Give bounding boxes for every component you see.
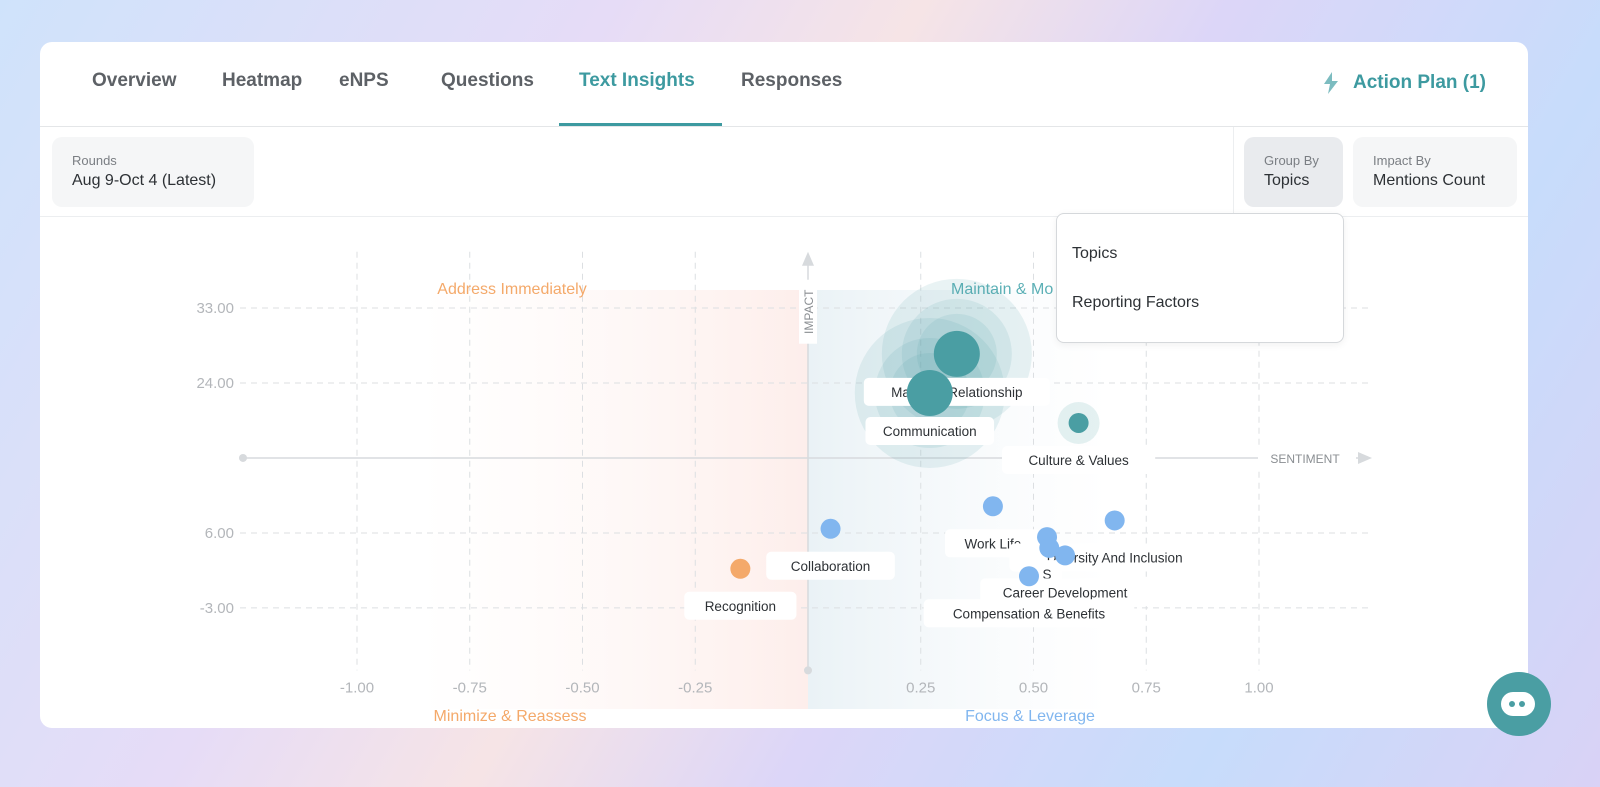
x-tick-label: 1.00	[1244, 679, 1273, 696]
data-point	[1068, 412, 1089, 433]
y-tick-label: 33.00	[196, 300, 234, 317]
tab-heatmap[interactable]: Heatmap	[222, 70, 303, 91]
impact-by-value: Mentions Count	[1373, 172, 1486, 189]
data-point	[906, 369, 953, 416]
negative-region	[420, 290, 808, 709]
point-label-bg	[684, 591, 797, 620]
y-axis-end	[804, 666, 812, 675]
data-point	[820, 518, 841, 539]
point-label: Diversity And Inclusion	[1047, 550, 1183, 565]
point-label: S	[1043, 567, 1052, 582]
point-label: Culture & Values	[1028, 453, 1129, 468]
action-plan-label: Action Plan (1)	[1352, 72, 1486, 93]
impact-by-label: Impact By	[1373, 153, 1431, 168]
chat-button[interactable]	[1487, 672, 1551, 736]
data-point	[1039, 537, 1060, 558]
data-point	[933, 330, 980, 377]
x-axis-label: SENTIMENT	[1270, 452, 1340, 466]
x-tick-label: -0.75	[453, 679, 487, 696]
data-point	[730, 558, 751, 579]
data-point	[1104, 510, 1125, 531]
x-tick-label: 0.25	[906, 679, 935, 696]
quadrant-minimize-reassess: Minimize & Reassess	[434, 708, 587, 725]
filter-bar: Rounds Aug 9-Oct 4 (Latest) Group By Top…	[40, 127, 1528, 217]
data-point	[982, 496, 1003, 517]
point-label: Recognition	[705, 599, 776, 614]
quadrant-maintain: Maintain & Mo	[951, 281, 1053, 298]
point-label: Work Life	[965, 536, 1022, 551]
y-tick-label: 6.00	[205, 525, 234, 542]
x-tick-label: -0.50	[565, 679, 599, 696]
x-tick-label: -0.25	[678, 679, 712, 696]
point-label: Communication	[883, 424, 977, 439]
impact-sentiment-chart: -1.00 -0.75 -0.50 -0.25 0.25 0.50 0.75 1.00 33.0…	[196, 251, 1372, 725]
tab-enps[interactable]: eNPS	[339, 70, 389, 91]
point-label: Collaboration	[791, 559, 871, 574]
y-axis-label-bg	[799, 279, 817, 344]
tab-text-insights[interactable]: Text Insights	[579, 70, 695, 91]
active-tab-indicator	[559, 123, 722, 126]
point-label-bg	[1002, 445, 1156, 474]
impact-by-filter[interactable]: Impact By Mentions Count	[1353, 137, 1517, 207]
point-label-bg	[865, 416, 995, 445]
group-by-label: Group By	[1264, 153, 1319, 168]
data-point	[1055, 545, 1076, 566]
x-tick-label: 0.75	[1132, 679, 1161, 696]
tab-overview[interactable]: Overview	[92, 70, 177, 91]
y-tick-label: 24.00	[196, 375, 234, 392]
x-axis-label-bg	[1258, 447, 1356, 468]
group-by-filter[interactable]: Group By Topics	[1244, 137, 1343, 207]
tab-questions[interactable]: Questions	[441, 70, 534, 91]
group-by-dropdown: Topics Reporting Factors	[1056, 213, 1344, 343]
tab-bar: Overview Heatmap eNPS Questions Text Ins…	[40, 42, 1528, 127]
dropdown-option-reporting-factors[interactable]: Reporting Factors	[1072, 294, 1200, 311]
quadrant-address-immediately: Address Immediately	[437, 281, 586, 298]
action-plan-button[interactable]: Action Plan (1)	[1323, 72, 1486, 94]
rounds-value: Aug 9-Oct 4 (Latest)	[72, 172, 217, 189]
rounds-filter[interactable]: Rounds Aug 9-Oct 4 (Latest)	[52, 137, 254, 207]
tab-responses[interactable]: Responses	[741, 70, 843, 91]
x-tick-label: -1.00	[340, 679, 374, 696]
data-point	[1018, 566, 1039, 587]
x-axis-origin	[239, 453, 247, 462]
divider	[1233, 127, 1234, 217]
text-insights-card: Overview Heatmap eNPS Questions Text Ins…	[40, 42, 1528, 728]
quadrant-focus-leverage: Focus & Leverage	[965, 708, 1095, 725]
y-axis-label: IMPACT	[802, 289, 816, 334]
x-tick-label: 0.50	[1019, 679, 1048, 696]
point-label-bg	[923, 599, 1135, 628]
lightning-icon	[1323, 72, 1338, 94]
point-label-bg	[766, 551, 895, 580]
y-tick-label: -3.00	[200, 600, 234, 617]
dropdown-option-topics[interactable]: Topics	[1072, 245, 1118, 262]
x-axis-arrow	[1358, 451, 1372, 464]
rounds-label: Rounds	[72, 153, 117, 168]
point-label: Compensation & Benefits	[953, 606, 1106, 621]
chat-icon	[1501, 692, 1535, 716]
y-axis-arrow	[802, 251, 814, 266]
point-label: Career Development	[1003, 585, 1128, 600]
group-by-value: Topics	[1264, 172, 1310, 189]
